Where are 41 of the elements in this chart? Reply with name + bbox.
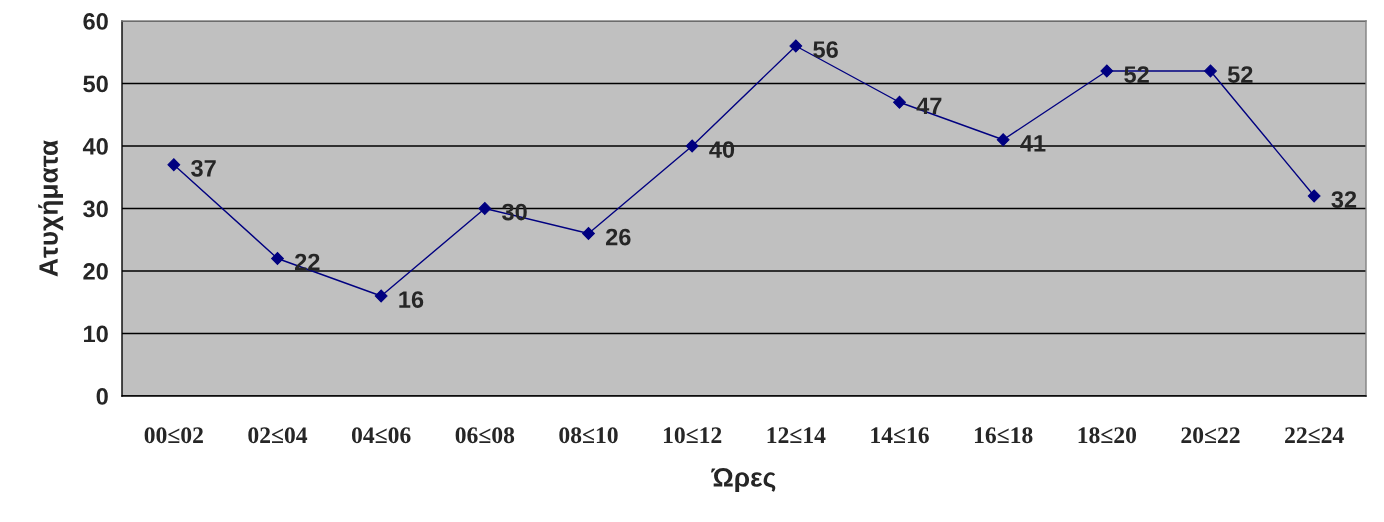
x-tick-label: 22≤24: [1285, 427, 1344, 443]
x-tick-label: 20≤22: [1181, 427, 1240, 444]
point: [1100, 64, 1114, 78]
point: [374, 289, 388, 303]
y-tick-label: 30: [83, 200, 108, 218]
point: [582, 227, 595, 240]
data-label: 32: [1331, 191, 1357, 208]
x-tick-label: 10≤12: [663, 427, 722, 444]
point: [167, 158, 181, 172]
y-tick-label: 0: [96, 388, 108, 405]
point: [685, 139, 699, 153]
data-label: 16: [399, 291, 424, 308]
point: [1307, 189, 1321, 203]
data-label: 22: [294, 253, 320, 271]
point: [478, 202, 492, 215]
point: [271, 252, 284, 265]
point: [996, 133, 1010, 147]
x-tick-label: 06≤08: [455, 427, 515, 444]
x-tick-label: 12≤14: [767, 427, 826, 443]
x-axis-title: Ώρες: [711, 468, 776, 493]
y-axis-title: Ατυχήματα: [38, 140, 64, 277]
x-tick-label: 16≤18: [974, 427, 1033, 444]
x-tick-label: 18≤20: [1078, 427, 1137, 444]
point: [893, 95, 906, 109]
y-tick-label: 20: [83, 263, 108, 280]
point: [1204, 64, 1217, 78]
y-tick-label: 10: [84, 325, 108, 343]
x-tick-label: 08≤10: [559, 427, 618, 444]
y-tick-label: 40: [82, 138, 108, 155]
data-label: 37: [191, 159, 216, 177]
x-tick-label: 02≤04: [248, 427, 308, 444]
data-label: 47: [916, 97, 942, 114]
x-tick-label: 00≤02: [144, 427, 203, 444]
data-label: 56: [813, 41, 838, 58]
x-tick-label: 04≤06: [351, 427, 411, 444]
x-tick-label: 14≤16: [871, 427, 929, 444]
point: [789, 39, 803, 53]
y-tick-label: 50: [83, 75, 108, 93]
data-label: 26: [605, 228, 631, 246]
data-label: 52: [1227, 66, 1253, 83]
y-tick-label: 60: [83, 13, 108, 30]
